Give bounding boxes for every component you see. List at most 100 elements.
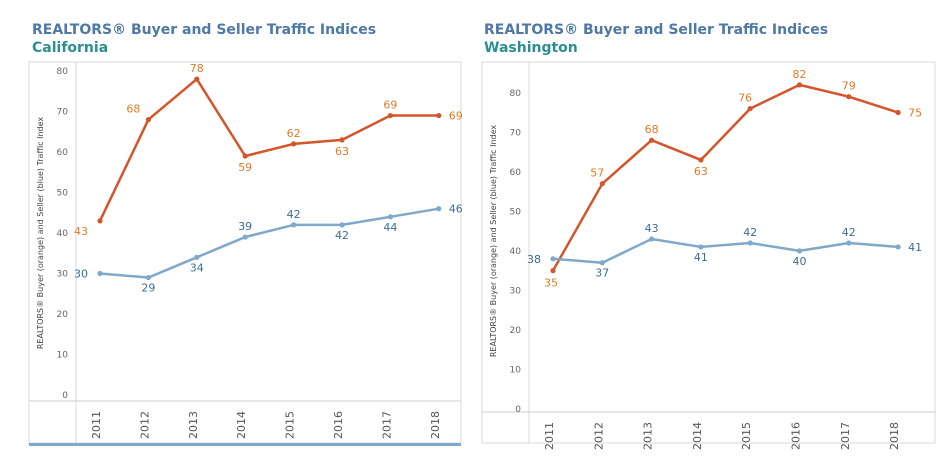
data-label-seller: 39	[238, 220, 252, 233]
y-tick-label: 0	[515, 405, 521, 415]
data-label-seller: 42	[743, 226, 757, 239]
data-point-seller	[550, 256, 556, 262]
data-label-seller: 44	[383, 221, 397, 234]
data-label-seller: 41	[908, 241, 922, 254]
y-tick-label: 70	[57, 108, 69, 118]
data-point-buyer	[387, 112, 393, 119]
data-label-buyer: 43	[74, 225, 88, 238]
data-point-buyer	[599, 181, 605, 187]
data-point-buyer	[97, 218, 103, 224]
line-chart-washington: 0 10 20 30 40 50 60 70 80 REALTORS® Buyer (orange…	[481, 61, 936, 450]
data-point-buyer	[145, 117, 151, 123]
y-tick-label: 40	[510, 247, 522, 257]
chart-title: REALTORS® Buyer and Seller Traffic Indic…	[32, 22, 377, 38]
x-tick-label: 2015	[284, 411, 297, 439]
data-label-buyer: 75	[908, 107, 922, 120]
x-tick-label: 2014	[691, 422, 704, 450]
data-label-buyer: 69	[383, 99, 397, 112]
y-tick-label: 40	[57, 229, 69, 239]
data-label-seller: 37	[595, 267, 609, 280]
line-chart-california: 0 10 20 30 40 50 60 70 80 REALTORS® Buyer (orange…	[28, 61, 463, 446]
series-line-buyer	[551, 83, 899, 272]
data-label-buyer: 69	[449, 110, 463, 123]
y-tick-label: 20	[510, 326, 522, 336]
y-tick-label: 30	[57, 270, 69, 280]
data-point-seller	[846, 240, 852, 246]
y-tick-label: 10	[57, 351, 69, 361]
data-label-buyer: 35	[544, 277, 558, 290]
x-tick-label: 2013	[642, 422, 655, 450]
x-tick-label: 2018	[888, 422, 901, 450]
plot-frame	[481, 61, 936, 444]
x-tick-label: 2013	[187, 411, 200, 439]
data-point-buyer	[436, 112, 442, 119]
data-label-buyer: 78	[190, 62, 204, 75]
y-tick-label: 80	[510, 89, 522, 99]
data-point-seller	[698, 244, 704, 250]
y-tick-label: 50	[57, 189, 69, 199]
data-label-buyer: 76	[738, 92, 752, 105]
data-label-buyer: 68	[645, 123, 659, 136]
y-tick-label: 60	[57, 148, 69, 158]
data-point-buyer	[895, 109, 901, 116]
x-tick-label: 2011	[90, 411, 103, 439]
y-tick-label: 20	[57, 310, 69, 320]
x-tick-label: 2014	[235, 411, 248, 439]
chart-title: REALTORS® Buyer and Seller Traffic Indic…	[484, 22, 829, 38]
data-point-seller	[747, 240, 753, 246]
data-label-seller: 38	[527, 253, 541, 266]
chart-panel-washington: REALTORS® Buyer and Seller Traffic Indic…	[476, 0, 937, 473]
data-point-buyer	[698, 157, 704, 163]
x-tick-label: 2015	[740, 422, 753, 450]
chart-panel-california: REALTORS® Buyer and Seller Traffic Indic…	[0, 0, 468, 473]
x-tick-label: 2018	[429, 411, 442, 439]
y-tick-label: 80	[57, 67, 69, 77]
y-tick-label: 0	[62, 391, 68, 401]
x-tick-label: 2016	[332, 411, 345, 439]
chart-subtitle: California	[32, 40, 109, 56]
data-label-seller: 40	[793, 255, 807, 268]
data-label-buyer: 82	[793, 68, 807, 81]
x-tick-label: 2016	[790, 422, 803, 450]
series-line-seller	[99, 207, 440, 279]
data-label-seller: 42	[287, 208, 301, 221]
x-tick-label: 2017	[839, 422, 852, 450]
data-label-seller: 29	[141, 282, 155, 295]
data-point-seller	[649, 236, 655, 242]
data-point-seller	[194, 254, 200, 260]
y-tick-label: 30	[510, 286, 522, 296]
data-point-seller	[387, 214, 393, 220]
series-line-seller	[552, 237, 899, 264]
data-point-buyer	[747, 105, 753, 112]
y-axis-label: REALTORS® Buyer (orange) and Seller (blu…	[489, 125, 498, 358]
data-label-buyer: 62	[287, 127, 301, 140]
data-label-seller: 43	[645, 222, 659, 235]
data-point-seller	[291, 222, 297, 228]
panel-bottom-strip	[29, 443, 461, 446]
data-point-seller	[242, 234, 248, 240]
data-label-buyer: 63	[694, 165, 708, 178]
data-point-seller	[895, 244, 901, 250]
y-axis-label: REALTORS® Buyer (orange) and Seller (blu…	[36, 117, 45, 350]
data-label-seller: 42	[842, 226, 856, 239]
data-point-buyer	[550, 268, 556, 274]
x-tick-label: 2017	[380, 411, 393, 439]
data-label-buyer: 57	[590, 167, 604, 180]
data-point-buyer	[649, 137, 655, 143]
x-tick-label: 2012	[592, 422, 605, 450]
y-tick-label: 60	[510, 168, 522, 178]
chart-subtitle: Washington	[484, 40, 578, 56]
data-point-buyer	[242, 153, 248, 159]
y-tick-label: 70	[510, 128, 522, 138]
data-label-seller: 46	[449, 203, 463, 216]
data-point-seller	[145, 274, 151, 281]
data-label-buyer: 63	[335, 145, 349, 158]
data-label-seller: 30	[74, 268, 88, 281]
data-point-buyer	[194, 76, 200, 82]
x-tick-label: 2012	[138, 411, 151, 439]
data-point-buyer	[846, 94, 852, 100]
data-point-buyer	[796, 82, 803, 88]
data-point-seller	[436, 206, 442, 212]
data-label-buyer: 59	[238, 161, 252, 174]
data-point-seller	[97, 270, 103, 277]
